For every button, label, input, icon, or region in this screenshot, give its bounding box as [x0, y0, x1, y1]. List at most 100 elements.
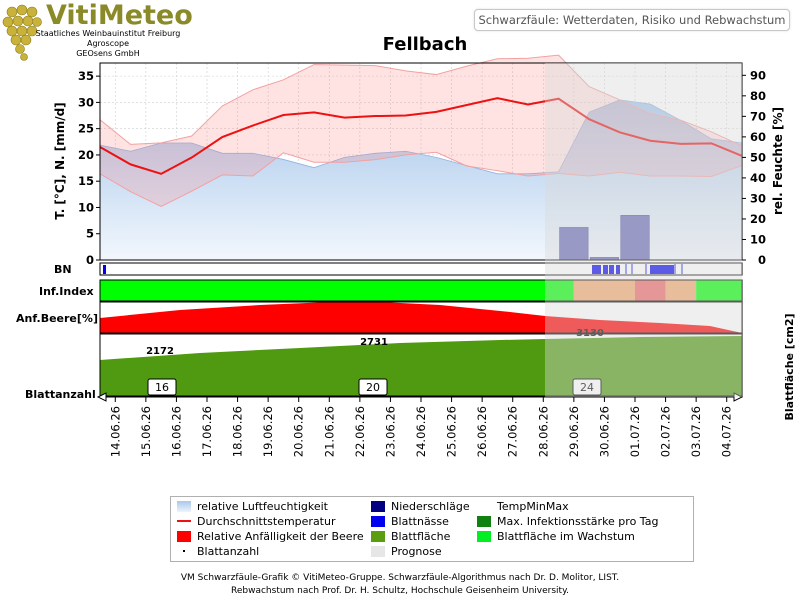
- legend-item-forecast: Prognose: [371, 545, 442, 559]
- right-axis-label: rel. Feuchte [%]: [771, 107, 785, 215]
- x-tick-label: 01.07.26: [628, 406, 642, 457]
- infection-index-segment: [573, 280, 635, 301]
- forecast-overlay: [545, 63, 742, 397]
- x-tick-label: 02.07.26: [659, 406, 673, 457]
- brand-title[interactable]: VitiMeteo: [46, 0, 193, 31]
- leaf-area-swatch-icon: [371, 531, 385, 542]
- left-tick-label: 35: [78, 69, 94, 83]
- legend-item-tempminmax: TempMinMax: [477, 500, 569, 514]
- temperature-line-icon: [177, 520, 191, 522]
- leaf-count-dot-icon: [183, 550, 185, 552]
- leaf-wetness-marks: [103, 264, 683, 274]
- leaf-area-axis-label: Blattfläche [cm2]: [783, 313, 796, 420]
- x-tick-label: 27.06.26: [506, 406, 520, 457]
- chart-title: Fellbach: [382, 34, 468, 55]
- footer-line-1: VM Schwarzfäule-Grafik © VitiMeteo-Grupp…: [180, 573, 620, 583]
- x-tick-label: 19.06.26: [261, 406, 275, 457]
- left-tick-label: 30: [78, 95, 94, 109]
- leaf-wetness-mark: [103, 265, 106, 274]
- left-tick-label: 20: [78, 148, 94, 162]
- right-tick-label: 30: [750, 191, 766, 205]
- berry-susceptibility-area: [100, 302, 742, 333]
- right-tick-label: 10: [750, 232, 766, 246]
- right-tick-label: 40: [750, 171, 766, 185]
- org-line-2: Agroscope: [86, 39, 130, 48]
- leaf-wetness-swatch-icon: [371, 516, 385, 527]
- bn-row: [99, 262, 743, 276]
- x-tick-label: 18.06.26: [231, 406, 245, 457]
- x-tick-label: 25.06.26: [445, 406, 459, 457]
- leaf-wetness-mark: [592, 265, 601, 274]
- x-tick-label: 15.06.26: [139, 406, 153, 457]
- right-tick-label: 70: [750, 109, 766, 123]
- x-tick-label: 26.06.26: [475, 406, 489, 457]
- legend-item-berry: Relative Anfälligkeit der Beere: [177, 530, 364, 544]
- legend-item-temperature: Durchschnittstemperatur: [177, 515, 336, 529]
- forecast-swatch-icon: [371, 546, 385, 557]
- leaf-count-value: 20: [366, 381, 380, 394]
- x-tick-label: 23.06.26: [383, 406, 397, 457]
- leaf-area-label: 3130: [576, 328, 604, 339]
- x-tick-label: 29.06.26: [567, 406, 581, 457]
- precipitation-swatch-icon: [371, 501, 385, 512]
- leaf-row-border: [99, 333, 743, 397]
- precipitation-bar: [620, 215, 650, 261]
- x-tick-label: 20.06.26: [292, 406, 306, 457]
- leaf-area-labels: 2172 2731 3130: [146, 328, 604, 357]
- right-tick-label: 0: [758, 253, 766, 267]
- footer-line-2: Rebwachstum nach Prof. Dr. H. Schultz, H…: [231, 586, 569, 596]
- x-tick-label: 24.06.26: [414, 406, 428, 457]
- tempminmax-swatch-icon: [477, 501, 491, 512]
- x-tick-label: 22.06.26: [353, 406, 367, 457]
- left-tick-label: 25: [78, 122, 94, 136]
- left-axis-label: T. [°C], N. [mm/d]: [53, 102, 67, 219]
- infection-swatch-icon: [477, 516, 491, 527]
- left-axis-ticks: 0 5 10 15 20 25 30 35: [78, 69, 100, 267]
- legend-item-infection: Max. Infektionsstärke pro Tag: [477, 515, 658, 529]
- right-tick-label: 20: [750, 212, 766, 226]
- leaf-area-label: 2731: [360, 337, 388, 348]
- infection-index-border: [99, 279, 743, 302]
- grape-logo-icon: [2, 4, 42, 61]
- x-tick-label: 28.06.26: [536, 406, 550, 457]
- leaf-wetness-mark: [616, 265, 620, 274]
- main-plot-border: [99, 62, 743, 261]
- x-axis-ticks: 14.06.26 15.06.26 16.06.26 17.06.26 18.06.26…: [108, 397, 734, 457]
- leaf-count-box: [572, 378, 602, 396]
- legend-item-precipitation: Niederschläge: [371, 500, 470, 514]
- x-tick-label: 17.06.26: [200, 406, 214, 457]
- legend-item-leaf-wetness: Blattnässe: [371, 515, 449, 529]
- leaf-count-value: 24: [580, 381, 594, 394]
- temperature-mean-line: [99, 97, 743, 175]
- right-tick-label: 60: [750, 130, 766, 144]
- bn-label: BN: [54, 263, 72, 276]
- org-line-1: Staatliches Weinbauinstitut Freiburg: [35, 29, 181, 38]
- berry-row-border: [99, 301, 743, 334]
- left-tick-label: 5: [86, 227, 94, 241]
- x-tick-label: 03.07.26: [689, 406, 703, 457]
- left-tick-label: 10: [78, 200, 94, 214]
- infection-index-segment: [635, 280, 666, 301]
- precipitation-bar: [559, 227, 589, 261]
- berry-swatch-icon: [177, 531, 191, 542]
- x-tick-label: 21.06.26: [322, 406, 336, 457]
- legend-item-leaf-growth: Blattfläche im Wachstum: [477, 530, 635, 544]
- x-tick-label: 14.06.26: [108, 406, 122, 457]
- x-tick-label: 30.06.26: [597, 406, 611, 457]
- blattanzahl-label: Blattanzahl: [25, 388, 96, 401]
- infection-index-segment: [100, 280, 574, 301]
- right-tick-label: 50: [750, 150, 766, 164]
- humidity-swatch-icon: [177, 501, 191, 512]
- leaf-growth-swatch-icon: [477, 531, 491, 542]
- legend: relative Luftfeuchtigkeit Durchschnittst…: [170, 496, 694, 562]
- leaf-area-label: 2172: [146, 346, 174, 357]
- x-tick-label: 16.06.26: [169, 406, 183, 457]
- infection-index-segment: [665, 280, 697, 301]
- right-axis-ticks: 0 10 20 30 40 50 60 70 80 90: [742, 68, 766, 267]
- leaf-wetness-mark: [650, 265, 674, 274]
- x-tick-label: 04.07.26: [720, 406, 734, 457]
- leaf-count-box: [147, 378, 177, 396]
- leaf-wetness-mark: [603, 265, 608, 274]
